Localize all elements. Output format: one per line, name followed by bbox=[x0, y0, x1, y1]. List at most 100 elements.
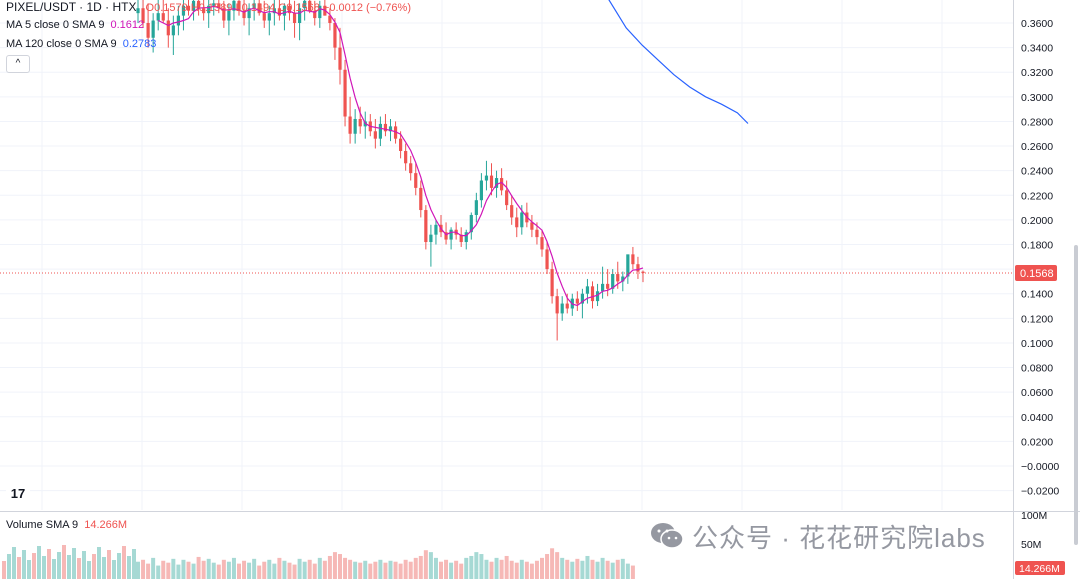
volume-bar bbox=[433, 557, 438, 579]
volume-bar bbox=[484, 559, 489, 579]
volume-bar bbox=[221, 559, 226, 579]
volume-bar bbox=[196, 556, 201, 579]
candle-body bbox=[409, 163, 413, 174]
candle-body bbox=[343, 69, 347, 117]
volume-tick-label: 50M bbox=[1021, 539, 1041, 551]
volume-bar bbox=[514, 562, 519, 579]
candle-body bbox=[333, 23, 337, 48]
candle-body bbox=[373, 131, 377, 139]
volume-bar bbox=[550, 548, 555, 579]
candle-body bbox=[575, 298, 579, 304]
candle-body bbox=[328, 15, 332, 23]
price-tick-label: 0.2400 bbox=[1021, 166, 1053, 178]
candle-body bbox=[303, 0, 307, 9]
candle-body bbox=[237, 0, 241, 11]
volume-bar bbox=[92, 554, 96, 579]
ma5-legend[interactable]: MA 5 close 0 SMA 9 0.1612 bbox=[6, 18, 144, 32]
candle-body bbox=[606, 283, 610, 289]
candle-body bbox=[434, 224, 438, 235]
volume-bar bbox=[519, 559, 524, 579]
volume-bar bbox=[151, 557, 156, 579]
volume-bar bbox=[262, 561, 267, 579]
volume-bar bbox=[428, 552, 433, 579]
last-price-label: 0.1568 bbox=[1020, 268, 1054, 280]
candle-body bbox=[358, 118, 362, 127]
volume-bar bbox=[423, 550, 428, 579]
volume-bar bbox=[418, 555, 423, 579]
chevron-up-icon: ^ bbox=[15, 58, 21, 69]
candle-body bbox=[252, 3, 256, 9]
candle-body bbox=[631, 254, 635, 265]
volume-bar bbox=[413, 557, 418, 579]
volume-bar bbox=[610, 562, 615, 579]
volume-bar bbox=[312, 563, 317, 579]
candles bbox=[136, 0, 645, 341]
collapse-legend-button[interactable]: ^ bbox=[6, 55, 30, 73]
price-tick-label: 0.2800 bbox=[1021, 116, 1053, 128]
tradingview-logo-icon[interactable]: 17 bbox=[6, 484, 30, 504]
ma120-legend[interactable]: MA 120 close 0 SMA 9 0.2783 bbox=[6, 37, 156, 51]
candle-body bbox=[378, 123, 382, 139]
candle-body bbox=[338, 47, 342, 70]
volume-bar bbox=[226, 561, 231, 579]
volume-bar bbox=[32, 553, 36, 579]
volume-bar bbox=[600, 557, 605, 579]
volume-bar bbox=[277, 557, 282, 579]
volume-bar bbox=[47, 549, 51, 579]
volume-bar bbox=[292, 564, 297, 579]
symbol-title[interactable]: PIXEL/USDT · 1D · HTX bbox=[6, 0, 137, 14]
volume-bar bbox=[302, 561, 307, 579]
volume-bar bbox=[317, 557, 322, 579]
candle-body bbox=[429, 234, 433, 243]
volume-bar bbox=[257, 565, 262, 579]
volume-bar bbox=[454, 560, 459, 579]
volume-bar bbox=[479, 554, 484, 579]
candle-body bbox=[262, 13, 266, 21]
candle-body bbox=[550, 269, 554, 297]
volume-last-tag bbox=[1015, 561, 1065, 575]
candle-body bbox=[560, 303, 564, 314]
candle-body bbox=[595, 291, 600, 302]
price-tick-label: 0.0600 bbox=[1021, 387, 1053, 399]
volume-bar bbox=[247, 562, 252, 579]
candle-body bbox=[151, 20, 155, 38]
candle-body bbox=[191, 0, 196, 11]
volume-bar bbox=[176, 564, 181, 579]
volume-bar bbox=[353, 561, 358, 579]
volume-bar bbox=[87, 561, 91, 579]
candle-body bbox=[489, 175, 494, 188]
volume-bar bbox=[186, 561, 191, 579]
candle-body bbox=[171, 25, 175, 36]
volume-bar bbox=[464, 557, 469, 579]
volume-bar bbox=[408, 561, 413, 579]
price-tick-label: 0.1000 bbox=[1021, 338, 1053, 350]
price-tick-label: 0.0200 bbox=[1021, 436, 1053, 448]
volume-last-label: 14.266M bbox=[1019, 563, 1060, 575]
volume-bar bbox=[590, 559, 595, 579]
volume-value: 14.266M bbox=[84, 519, 128, 531]
candle-body bbox=[449, 229, 453, 240]
candle-body bbox=[308, 0, 312, 11]
volume-legend[interactable]: Volume SMA 9 14.266M bbox=[6, 518, 127, 532]
volume-bar bbox=[67, 555, 71, 579]
candle-body bbox=[641, 271, 645, 274]
volume-bar bbox=[322, 560, 327, 579]
volume-bar bbox=[499, 559, 504, 579]
volume-bar bbox=[282, 560, 287, 579]
volume-bar bbox=[82, 551, 86, 579]
candle-body bbox=[156, 13, 160, 21]
volume-bar bbox=[343, 557, 348, 579]
ma120-label: MA 120 close 0 SMA 9 bbox=[6, 38, 117, 50]
volume-bar bbox=[297, 558, 302, 579]
volume-bar bbox=[242, 560, 247, 579]
candle-body bbox=[242, 10, 246, 19]
price-tick-label: 0.1400 bbox=[1021, 289, 1053, 301]
ma5-line bbox=[157, 5, 644, 307]
ma120-value: 0.2783 bbox=[122, 38, 157, 50]
candle-body bbox=[459, 234, 463, 243]
volume-bar bbox=[252, 558, 257, 579]
candle-body bbox=[590, 286, 595, 302]
volume-bar bbox=[327, 555, 332, 579]
price-tick-label: 0.0800 bbox=[1021, 363, 1053, 375]
